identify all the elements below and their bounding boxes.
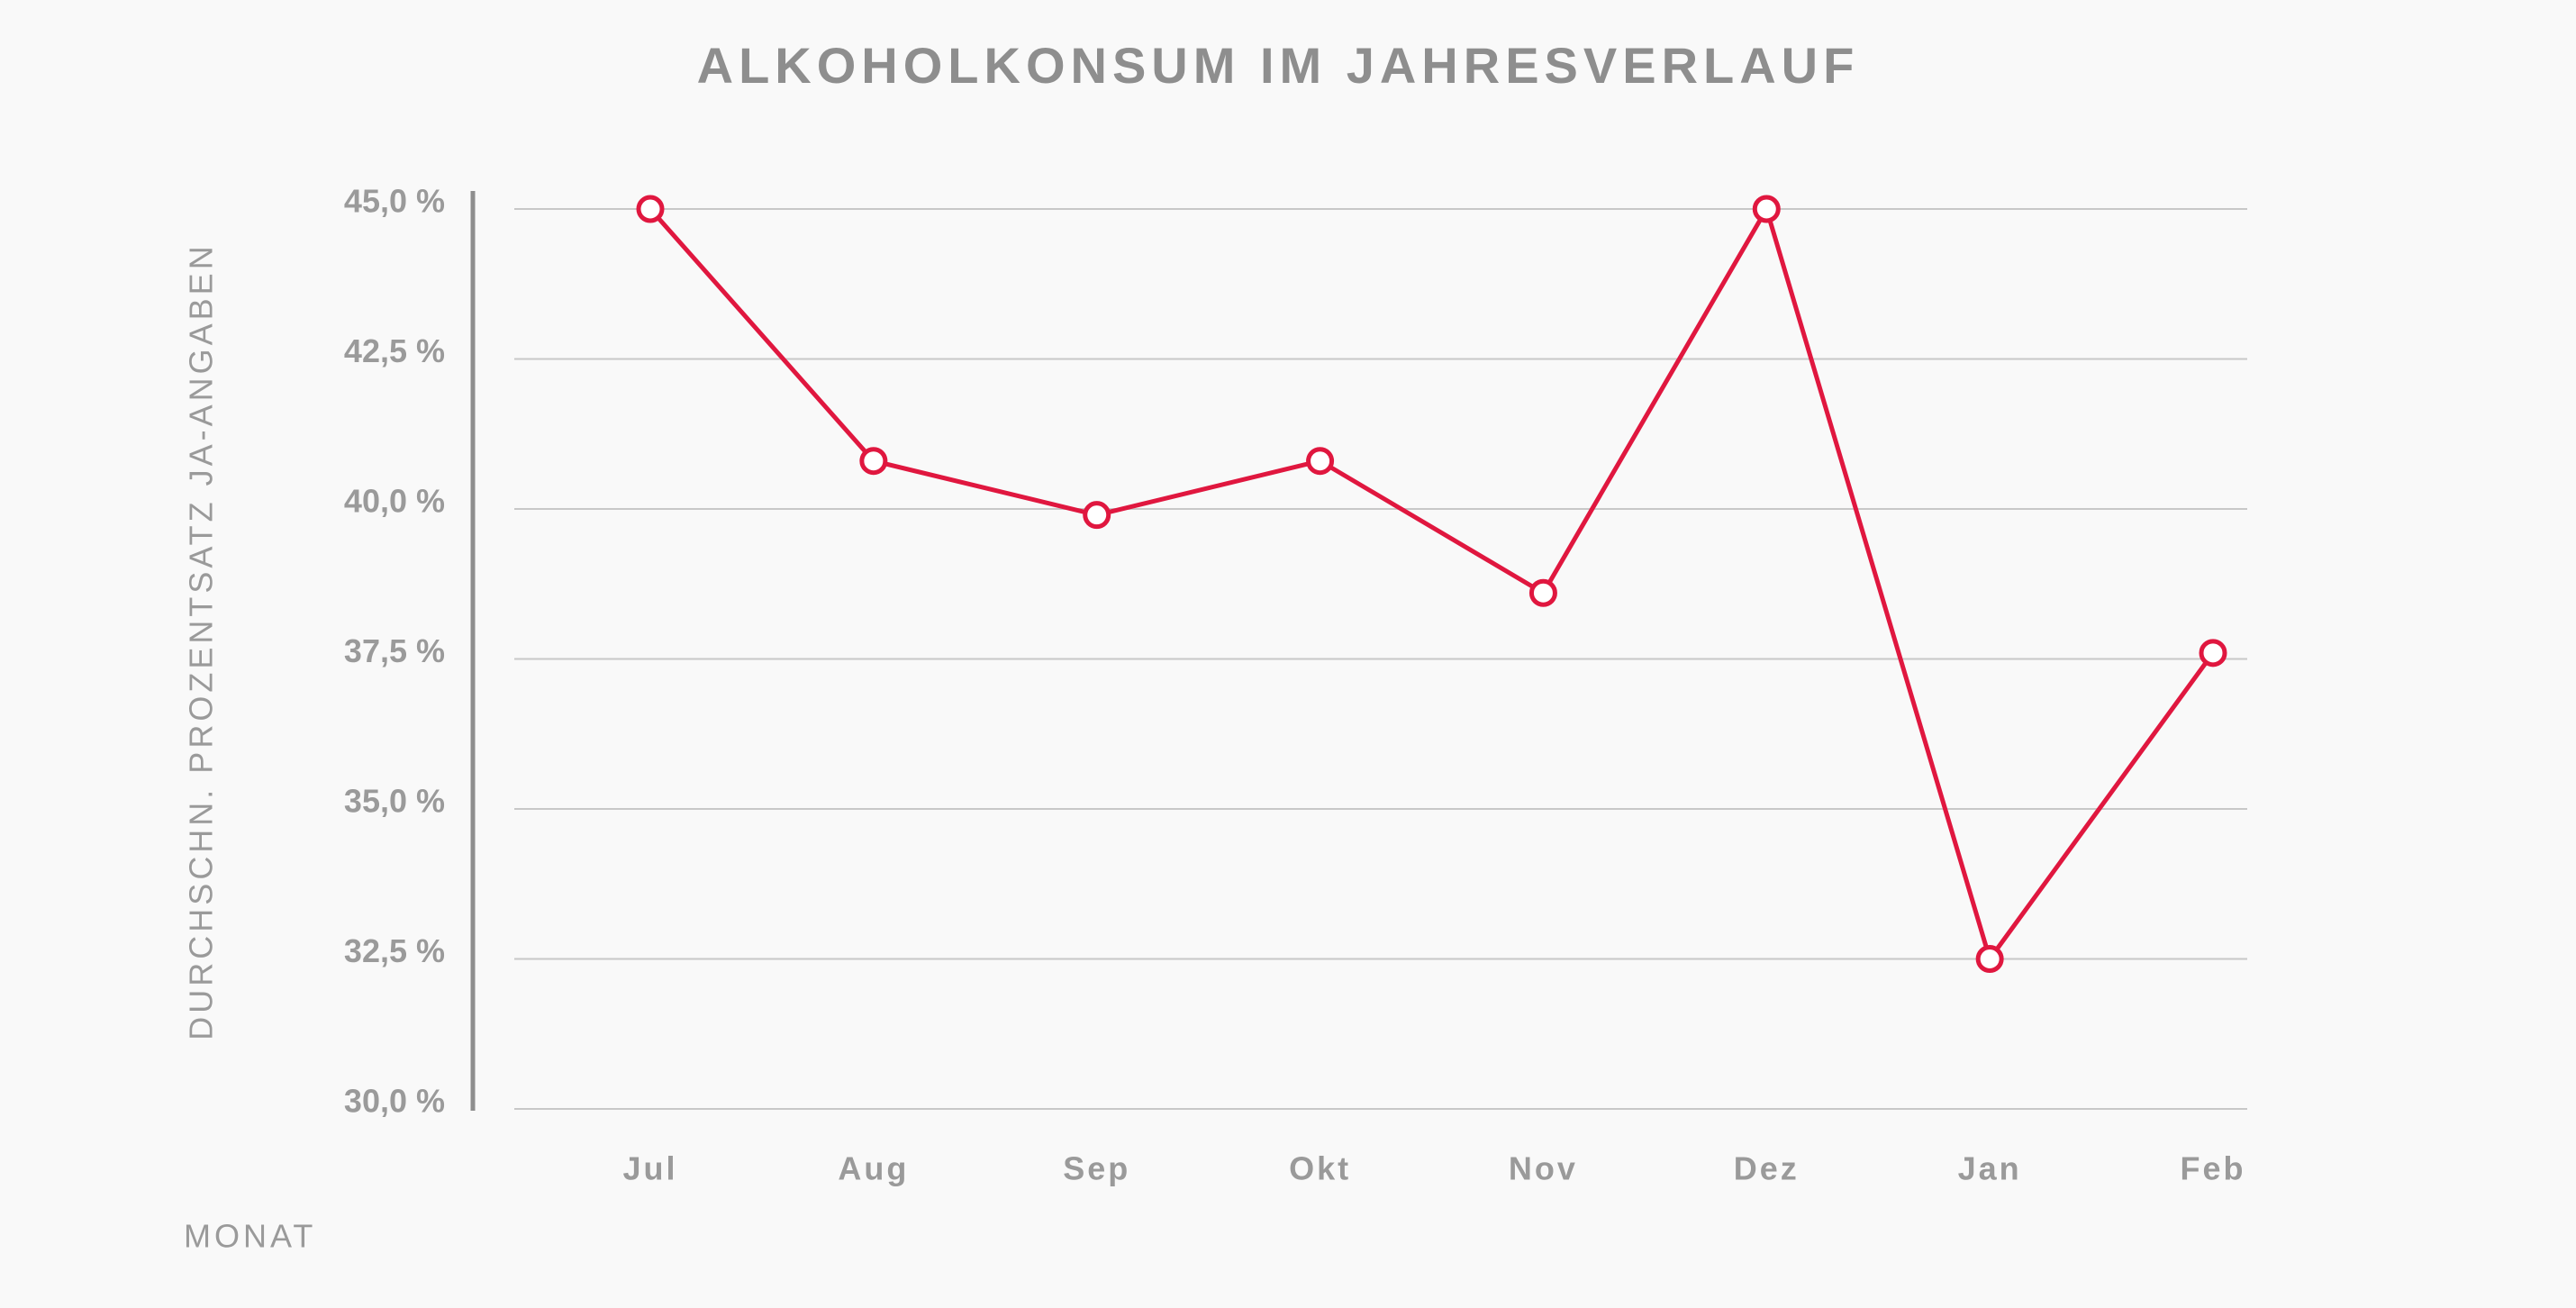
x-tick-label: Feb — [2180, 1150, 2245, 1187]
data-point — [1752, 195, 1781, 223]
y-tick-label: 35,0 % — [344, 783, 445, 820]
data-point — [2199, 639, 2227, 668]
data-point — [1528, 578, 1557, 607]
chart-title: ALKOHOLKONSUM IM JAHRESVERLAUF — [697, 37, 1860, 94]
y-tick-label: 42,5 % — [344, 332, 445, 369]
data-point — [859, 447, 888, 476]
y-tick-label: 32,5 % — [344, 932, 445, 969]
y-tick-label: 45,0 % — [344, 183, 445, 220]
x-tick-label: Sep — [1063, 1150, 1130, 1187]
data-point — [1083, 501, 1111, 530]
x-axis-title: MONAT — [184, 1218, 316, 1255]
x-tick-label: Jul — [622, 1150, 677, 1187]
y-tick-label: 30,0 % — [344, 1083, 445, 1120]
data-point — [636, 195, 665, 223]
y-tick-label: 40,0 % — [344, 483, 445, 520]
y-axis-title: DURCHSCHN. PROZENTSATZ JA-ANGABEN — [183, 242, 220, 1040]
x-tick-label: Aug — [838, 1150, 909, 1187]
x-tick-label: Okt — [1289, 1150, 1351, 1187]
data-point — [1306, 447, 1335, 476]
data-point — [1975, 945, 2004, 973]
x-tick-label: Dez — [1734, 1150, 1800, 1187]
data-line — [649, 206, 2216, 961]
y-tick-label: 37,5 % — [344, 632, 445, 669]
x-tick-label: Nov — [1509, 1150, 1578, 1187]
x-tick-label: Jan — [1958, 1150, 2022, 1187]
